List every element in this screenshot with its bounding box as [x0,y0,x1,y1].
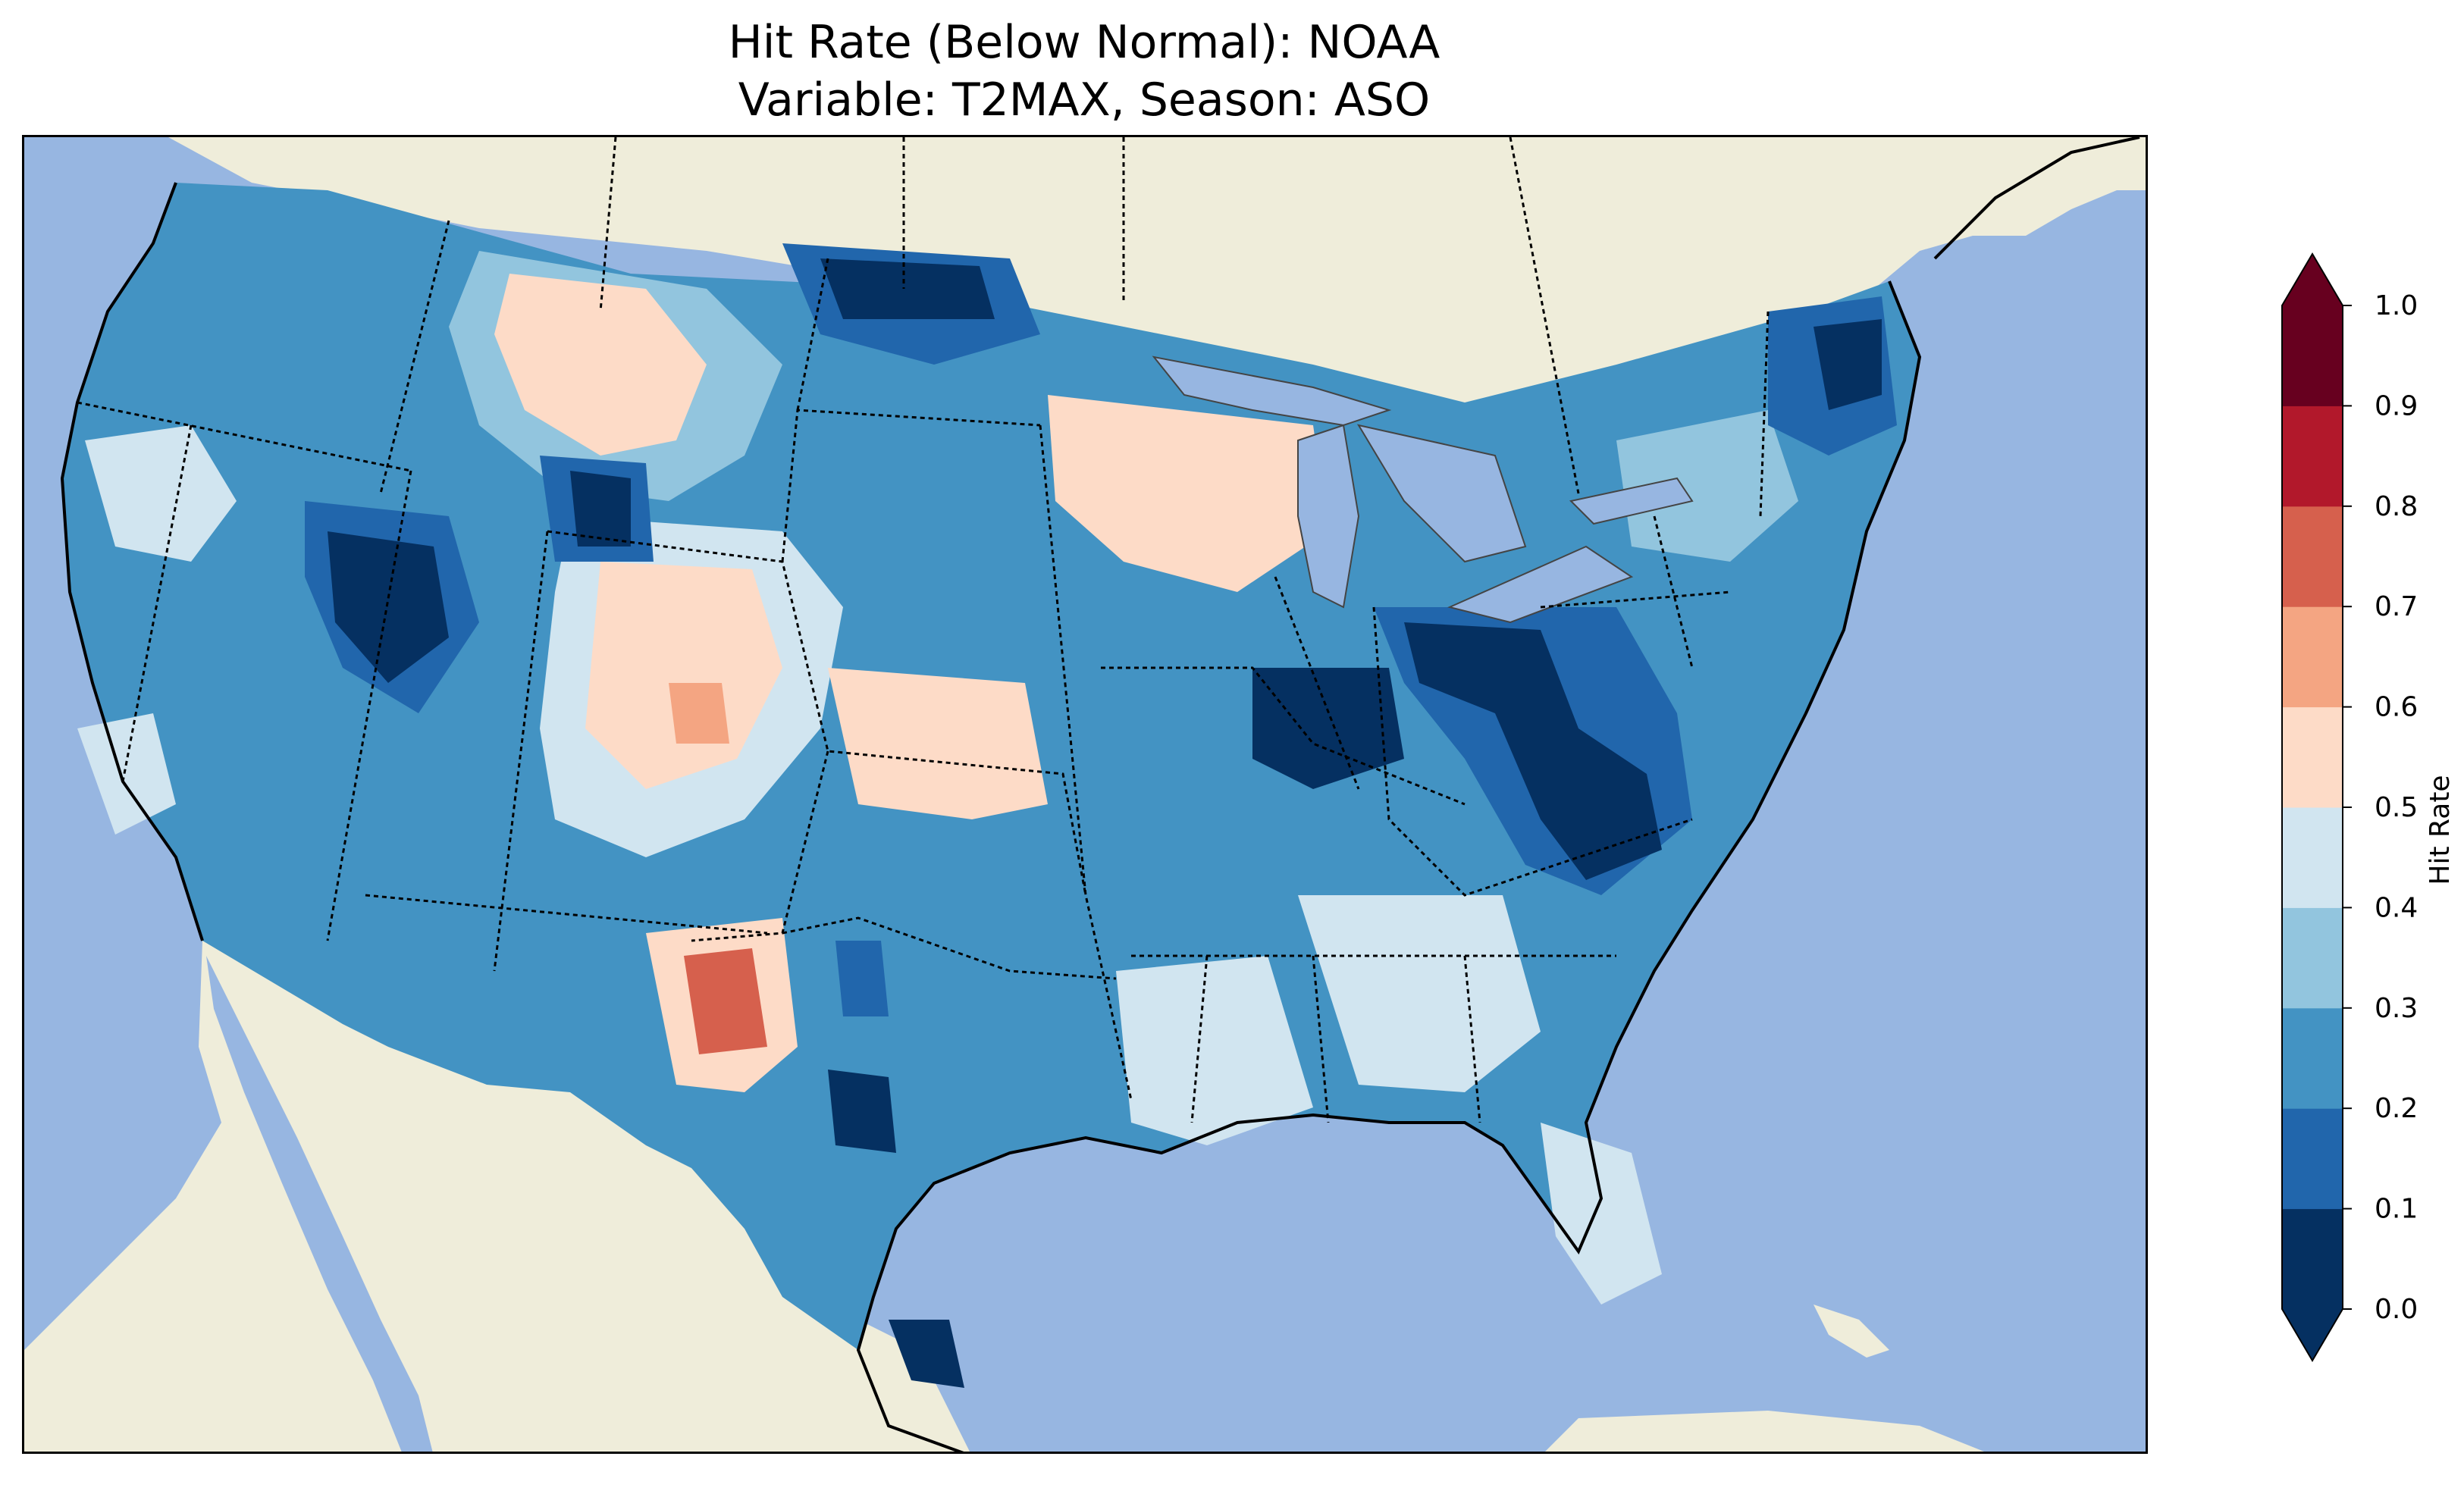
colorbar-segment [2282,706,2343,808]
colorbar-segment [2282,807,2343,908]
land-canada [168,137,2146,668]
colorbar-segment [2282,1208,2343,1310]
colorbar-tick-label: 0.8 [2375,491,2418,522]
colorbar-tick-label: 0.5 [2375,792,2418,823]
title-line-2: Variable: T2MAX, Season: ASO [738,74,1431,127]
map-title: Hit Rate (Below Normal): NOAA Variable: … [0,14,2168,129]
land-mexico [24,941,970,1452]
state-borders [77,137,1770,1123]
colorbar-segments [2281,252,2343,1362]
colorbar-axis: 0.0 0.1 0.2 0.3 0.4 0.5 0.6 0.7 0.8 0.9 1.0 Hit Ra… [2375,290,2456,1325]
colorbar-segment [2282,1108,2343,1210]
great-lakes [1152,355,1694,624]
colorbar-extend-min [2282,1309,2343,1361]
land-cuba-islands [1545,1305,1984,1452]
colorbar-tick-label: 0.7 [2375,591,2418,622]
colorbar [2281,252,2352,1362]
colorbar-ticks [2343,305,2352,1310]
colorbar-tick-label: 0.4 [2375,892,2418,923]
coastlines [60,137,2140,1452]
colorbar-tick-label: 0.0 [2375,1294,2418,1325]
colorbar-tick-label: 1.0 [2375,290,2418,321]
colorbar-segment [2282,406,2343,507]
colorbar-tick-label: 0.9 [2375,390,2418,421]
colorbar-extend-max [2282,254,2343,305]
colorbar-tick-label: 0.2 [2375,1093,2418,1124]
colorbar-tick-label: 0.6 [2375,692,2418,723]
canada-region [168,137,2146,668]
colorbar-segment [2282,305,2343,406]
colorbar-tick-label: 0.1 [2375,1194,2418,1225]
colorbar-tick-label: 0.3 [2375,993,2418,1024]
colorbar-segment [2282,1007,2343,1109]
colorbar-label: Hit Rate [2425,775,2456,885]
gulf-of-california [206,956,433,1452]
colorbar-segment [2282,606,2343,708]
map-panel [22,135,2148,1454]
colorbar-segment [2282,907,2343,1009]
us-map [24,137,2146,1452]
colorbar-segment [2282,506,2343,607]
title-line-1: Hit Rate (Below Normal): NOAA [728,16,1440,69]
